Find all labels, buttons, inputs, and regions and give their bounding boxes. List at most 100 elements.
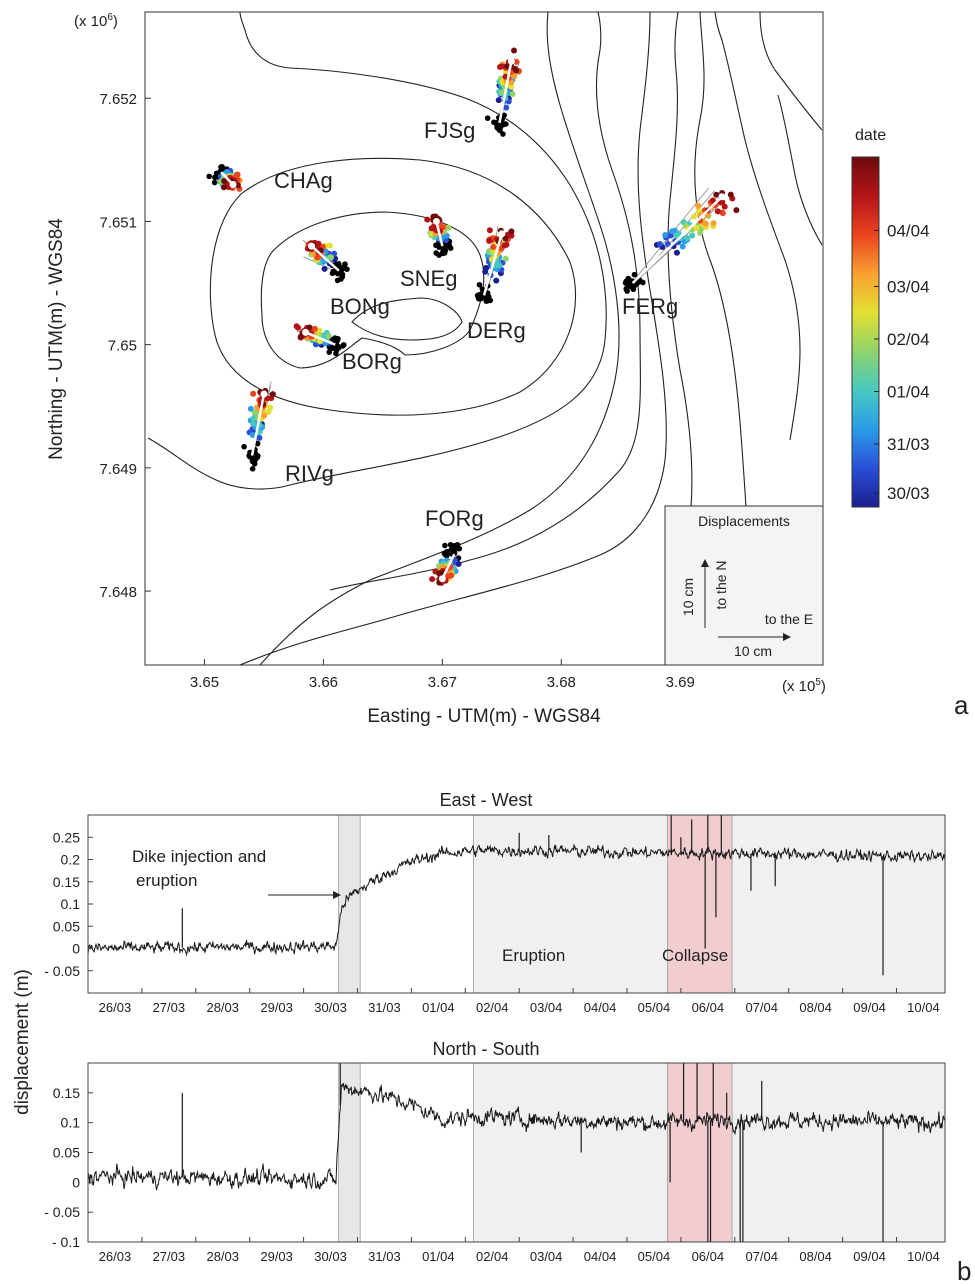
reference-point [451, 548, 458, 555]
displacement-point [513, 67, 520, 74]
station-label-sneg: SNEg [400, 266, 457, 291]
x-tick-label: 26/03 [99, 1000, 132, 1015]
displacement-point [713, 191, 720, 198]
x-tick-label: 04/04 [584, 1249, 617, 1264]
y-tick-label: - 0.05 [44, 1204, 80, 1220]
displacement-point [326, 242, 333, 249]
displacement-point [424, 216, 431, 223]
north-scale-label: 10 cm [680, 578, 696, 616]
y-tick-label: 0.15 [53, 1085, 80, 1101]
legend-title: Displacements [698, 513, 790, 529]
displacement-point [693, 225, 700, 232]
displacement-point [709, 197, 716, 204]
x-tick-label: 26/03 [99, 1249, 132, 1264]
x-tick-label: 30/03 [314, 1000, 347, 1015]
east-direction-label: to the E [765, 611, 813, 627]
reference-point [331, 345, 338, 352]
displacement-point [710, 220, 717, 227]
vector-head [718, 193, 726, 201]
y-tick-label: 0.05 [53, 918, 80, 934]
displacement-point [250, 390, 257, 397]
reference-point [484, 115, 491, 121]
x-tick-label: 29/03 [260, 1249, 293, 1264]
displacement-point [221, 177, 228, 184]
x-tick-label: 06/04 [692, 1249, 725, 1264]
x-tick-label: 01/04 [422, 1249, 455, 1264]
displacement-point [727, 191, 734, 198]
y-tick-label: 0 [72, 941, 80, 957]
displacement-point [220, 184, 227, 191]
displacement-point [656, 240, 663, 247]
x-tick-label: 07/04 [745, 1249, 778, 1264]
reference-point [326, 349, 333, 355]
east-west-subplot: - 0.05 0 0.05 0.1 0.15 0.2 0.25 26/03 27/03 28/03… [44, 814, 946, 1015]
displacement-point [691, 213, 698, 220]
displacement-point [293, 323, 300, 330]
x-tick-label: 28/03 [206, 1000, 239, 1015]
y-tick-label: 0.15 [53, 874, 80, 890]
displacement-point [250, 420, 257, 427]
map-x-ticks: 3.65 3.66 3.67 3.68 3.69 [190, 659, 695, 691]
panel-label-b: b [957, 1256, 971, 1286]
station-label-chag: CHAg [274, 168, 333, 193]
displacement-point [325, 333, 332, 340]
y-tick-label: 7.65 [108, 338, 137, 355]
map-x-axis-label: Easting - UTM(m) - WGS84 [367, 706, 601, 727]
displacement-point [679, 243, 686, 250]
displacement-series [88, 1082, 945, 1191]
map-y-axis-label: Northing - UTM(m) - WGS84 [46, 218, 67, 460]
vector-head [302, 328, 310, 336]
displacement-point [436, 570, 443, 577]
vector-head [432, 217, 440, 225]
x-tick-label: 30/03 [314, 1249, 347, 1264]
x-tick-label: 05/04 [638, 1000, 671, 1015]
y-tick-label: 0.25 [53, 829, 80, 845]
x-tick-label: 08/04 [799, 1249, 832, 1264]
vector-head [229, 180, 237, 188]
x-tick-label: 03/04 [530, 1249, 563, 1264]
displacement-point [490, 243, 497, 250]
collapse-span [667, 814, 733, 994]
displacement-point [503, 104, 510, 111]
x-tick-label: 3.67 [428, 674, 457, 691]
displacement-series [88, 843, 945, 957]
reference-point [483, 298, 490, 304]
reference-point [455, 545, 462, 552]
x-tick-label: 02/04 [476, 1249, 509, 1264]
displacement-vector [441, 553, 456, 580]
reference-point [503, 121, 509, 127]
y-tick-label: 0.05 [53, 1145, 80, 1161]
station-bong [302, 239, 350, 284]
displacement-point [429, 576, 436, 583]
displacement-point [697, 229, 704, 236]
displacement-point [497, 64, 504, 71]
displacement-point [256, 434, 263, 441]
vector-head [438, 575, 446, 583]
reference-point [442, 542, 448, 549]
displacement-point [247, 405, 254, 412]
displacement-vector [631, 195, 723, 284]
displacement-point [733, 207, 740, 214]
station-borg [293, 323, 347, 357]
displacement-point [269, 391, 276, 398]
x-tick-label: 09/04 [853, 1000, 886, 1015]
station-label-borg: BORg [342, 349, 402, 374]
vector-head [308, 242, 316, 250]
y-tick-label: 7.652 [99, 91, 137, 108]
timeseries-y-axis-label: displacement (m) [12, 969, 33, 1115]
station-label-bong: BONg [330, 294, 390, 319]
timeseries-panel: East - West North - South - 0.05 0 0.05 0.1… [12, 790, 971, 1286]
displacement-point [502, 235, 509, 242]
displacement-point [509, 91, 516, 98]
displacement-point [498, 89, 505, 96]
vector-head [498, 230, 506, 238]
reference-point [443, 243, 450, 249]
y-tick-label: 0.2 [61, 852, 81, 868]
station-chag [206, 163, 243, 192]
displacement-point [673, 249, 680, 256]
dike-annotation-line2: eruption [136, 871, 197, 890]
reference-point [206, 173, 212, 180]
displacement-point [695, 202, 702, 209]
colorbar-ticks: 30/03 31/03 01/04 02/04 03/04 04/04 [874, 222, 930, 503]
displacement-point [445, 573, 452, 580]
